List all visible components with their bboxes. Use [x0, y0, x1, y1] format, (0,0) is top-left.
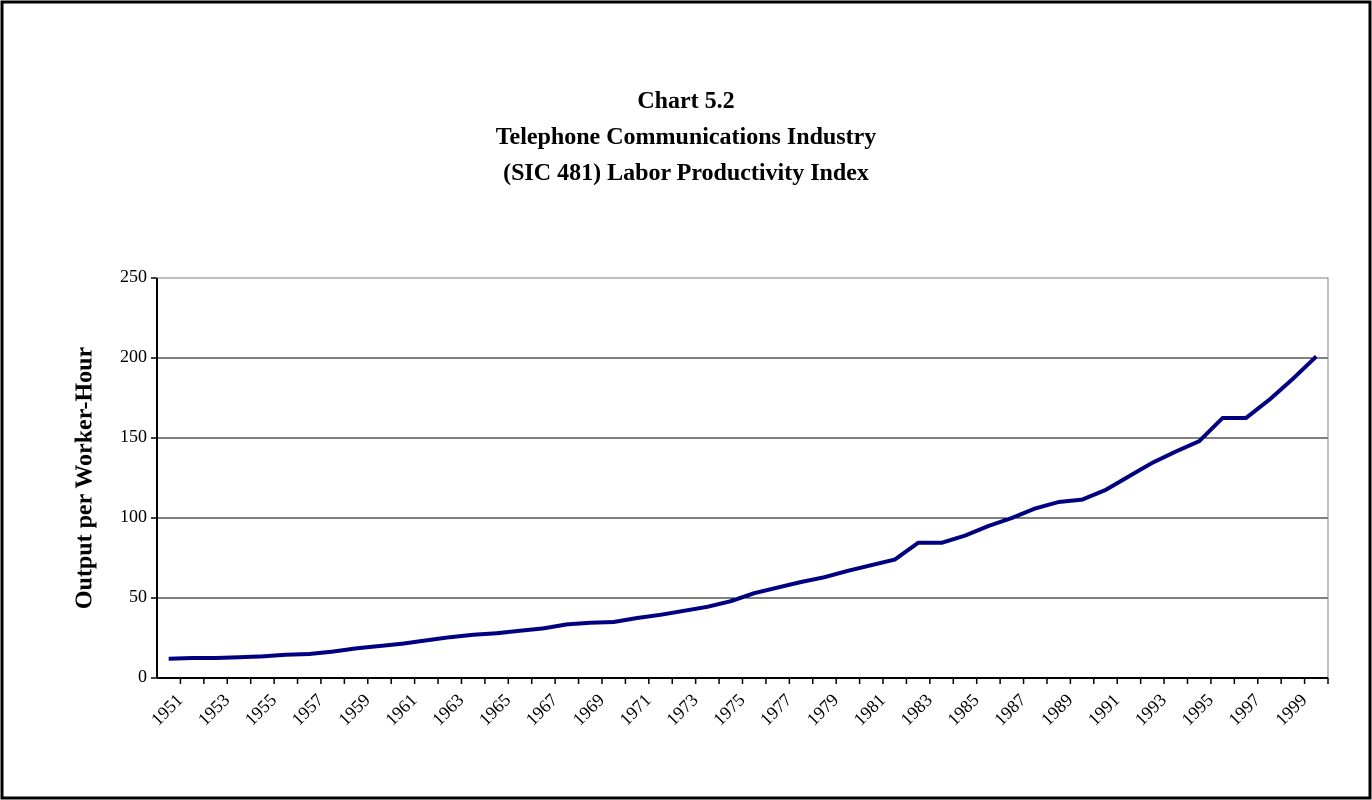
- y-tick-label: 200: [120, 346, 147, 366]
- y-tick-label: 150: [120, 426, 147, 446]
- y-tick-label: 50: [129, 586, 147, 606]
- y-tick-label: 250: [120, 266, 147, 286]
- chart-title: (SIC 481) Labor Productivity Index: [503, 160, 869, 186]
- data-line: [168, 354, 1318, 661]
- chart-title: Telephone Communications Industry: [496, 124, 877, 150]
- y-tick-label: 0: [138, 666, 147, 686]
- chart-title: Chart 5.2: [637, 88, 734, 114]
- y-tick-label: 100: [120, 506, 147, 526]
- y-axis-label: Output per Worker-Hour: [72, 347, 98, 610]
